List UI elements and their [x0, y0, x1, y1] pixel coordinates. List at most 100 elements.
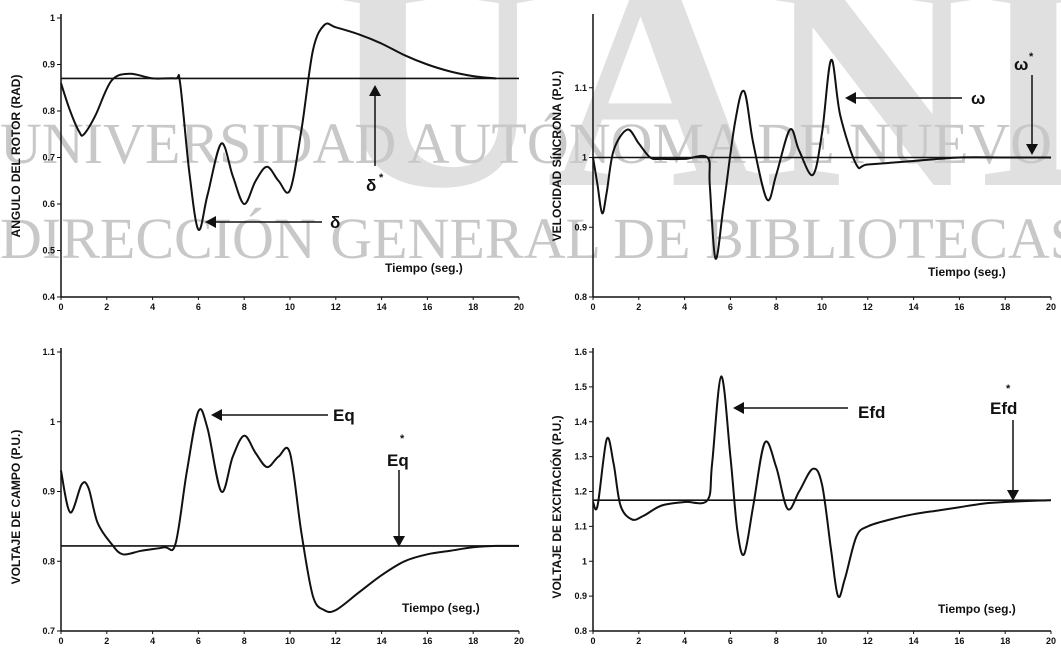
y-tick-label: 0.7	[42, 626, 55, 636]
y-tick-label: 0.9	[42, 487, 55, 497]
y-tick-label: 0.8	[574, 626, 587, 636]
x-tick-label: 6	[196, 636, 201, 646]
x-tick-label: 12	[863, 636, 873, 646]
series-line-response	[60, 22, 497, 231]
x-tick-label: 20	[514, 636, 524, 646]
x-tick-label: 8	[242, 636, 247, 646]
y-tick-label: 1	[582, 556, 587, 566]
y-tick-label: 0.6	[42, 199, 55, 209]
x-tick-label: 0	[590, 636, 595, 646]
x-tick-label: 0	[590, 302, 595, 312]
series-line-response	[60, 408, 520, 614]
time-label: Tiempo (seg.)	[385, 261, 463, 275]
x-tick-label: 12	[863, 302, 873, 312]
label-delta: δ	[330, 213, 340, 232]
annotation-eq-ref: Eq *	[387, 433, 409, 547]
x-tick-label: 10	[285, 636, 295, 646]
x-tick-label: 20	[1046, 302, 1056, 312]
series-line-response	[592, 58, 1051, 260]
x-tick-label: 16	[422, 302, 432, 312]
x-tick-label: 14	[909, 302, 919, 312]
label-eq-ref: Eq	[387, 451, 409, 470]
y-axis-label: VOLTAJE DE CAMPO (P.U.)	[9, 430, 23, 585]
y-tick-label: 1.1	[574, 521, 587, 531]
y-tick-label: 0.8	[42, 106, 55, 116]
time-label: Tiempo (seg.)	[928, 265, 1006, 279]
annotation-efd-ref: Efd *	[990, 383, 1019, 501]
x-tick-label: 6	[196, 302, 201, 312]
y-axis-label: ANGULO DEL ROTOR (RAD)	[9, 75, 23, 238]
label-delta-ref-sup: *	[379, 172, 384, 184]
y-tick-label: 1	[582, 153, 587, 163]
x-tick-label: 12	[331, 636, 341, 646]
label-omega-ref-sup: *	[1029, 51, 1034, 63]
x-tick-label: 6	[728, 636, 733, 646]
x-tick-label: 0	[58, 302, 63, 312]
x-tick-label: 18	[468, 302, 478, 312]
x-tick-label: 2	[636, 636, 641, 646]
x-tick-label: 2	[104, 302, 109, 312]
y-tick-label: 0.7	[42, 153, 55, 163]
y-tick-label: 0.4	[42, 292, 55, 302]
series-line-response	[592, 375, 1052, 599]
curves	[592, 58, 1051, 260]
label-omega-ref: ω	[1014, 55, 1028, 74]
x-tick-label: 10	[817, 636, 827, 646]
x-tick-label: 20	[1046, 636, 1056, 646]
y-axis-label: VOLTAJE DE EXCITACIÓN (P.U.)	[549, 415, 564, 598]
x-tick-label: 16	[954, 636, 964, 646]
y-tick-label: 0.8	[574, 292, 587, 302]
y-tick-label: 1.1	[574, 83, 587, 93]
label-eq-ref-sup: *	[400, 433, 405, 445]
watermark: UANL UNIVERSIDAD AUTÓNOMA DE NUEVO LEÓN …	[0, 0, 1061, 271]
curves	[60, 408, 520, 614]
y-tick-label: 0.9	[574, 222, 587, 232]
annotation-delta: δ	[205, 213, 340, 232]
x-tick-label: 8	[242, 302, 247, 312]
x-tick-label: 18	[1000, 302, 1010, 312]
y-tick-label: 1.1	[42, 347, 55, 357]
chart-field-voltage: VOLTAJE DE CAMPO (P.U.) Tiempo (seg.) 0 2…	[9, 347, 524, 646]
y-tick-label: 1	[50, 417, 55, 427]
chart-rotor-angle: ANGULO DEL ROTOR (RAD) Tiempo (seg.) 0 2 4…	[9, 13, 524, 312]
annotation-omega-ref: ω *	[1014, 51, 1038, 155]
watermark-big: UANL	[330, 0, 1061, 250]
label-delta-ref: δ	[366, 176, 376, 195]
x-tick-label: 0	[58, 636, 63, 646]
y-tick-label: 1.2	[574, 487, 587, 497]
y-tick-label: 0.8	[42, 556, 55, 566]
label-efd-ref: Efd	[990, 399, 1017, 418]
x-tick-label: 4	[682, 636, 687, 646]
label-eq: Eq	[333, 406, 355, 425]
y-tick-label: 1	[50, 13, 55, 23]
y-tick-label: 0.9	[574, 591, 587, 601]
arrowhead-efd-ref	[1007, 490, 1019, 501]
watermark-line2: DIRECCIÓN GENERAL DE BIBLIOTECAS	[0, 206, 1061, 271]
arrowhead-omega-ref	[1026, 144, 1038, 155]
x-tick-label: 14	[377, 302, 387, 312]
x-tick-label: 18	[1000, 636, 1010, 646]
y-tick-label: 1.4	[574, 417, 587, 427]
annotation-omega: ω	[845, 89, 985, 108]
arrowhead-delta-ref	[369, 85, 381, 96]
x-tick-label: 4	[150, 302, 155, 312]
x-tick-label: 10	[285, 302, 295, 312]
y-tick-label: 0.5	[42, 246, 55, 256]
chart-synchronous-speed: VELOCIDAD SÍNCRONA (P.U.) Tiempo (seg.) …	[549, 14, 1056, 312]
x-tick-label: 6	[728, 302, 733, 312]
annotation-delta-ref: δ *	[366, 85, 384, 195]
label-efd-ref-sup: *	[1006, 383, 1011, 395]
x-tick-label: 8	[774, 636, 779, 646]
curves	[592, 375, 1052, 599]
x-tick-label: 4	[682, 302, 687, 312]
label-omega: ω	[971, 89, 985, 108]
axes: 0 2 4 6 8 10 12 14 16 18 20 0.4 0.5 0.6 0.7 0.8 0.9 1	[42, 13, 524, 312]
annotation-efd: Efd	[733, 402, 885, 422]
arrowhead-omega	[845, 92, 856, 104]
x-tick-label: 20	[514, 302, 524, 312]
x-tick-label: 2	[636, 302, 641, 312]
y-tick-label: 0.9	[42, 60, 55, 70]
label-efd: Efd	[858, 403, 885, 422]
y-tick-label: 1.5	[574, 382, 587, 392]
